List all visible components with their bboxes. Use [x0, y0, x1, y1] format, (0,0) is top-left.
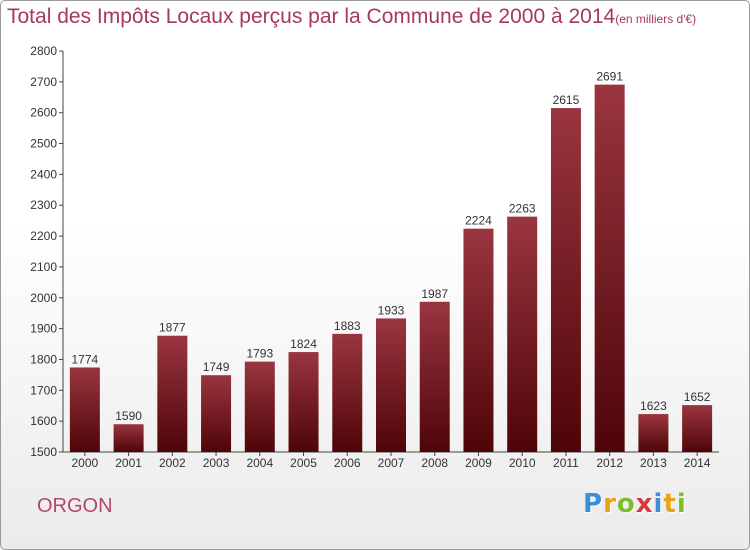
bar — [244, 361, 275, 452]
data-label: 1877 — [159, 321, 186, 335]
x-tick-label: 2005 — [290, 456, 317, 470]
y-tick-label: 1700 — [30, 383, 57, 397]
x-tick-label: 2002 — [159, 456, 186, 470]
proxiti-logo: Proxiti — [583, 489, 687, 519]
chart-subtitle: (en milliers d'€) — [615, 12, 697, 26]
bar — [507, 216, 538, 452]
x-tick-label: 2009 — [465, 456, 492, 470]
data-labels-group: 1774 1590 1877 1749 1793 1824 1883 1933 1987 2224… — [72, 70, 711, 424]
y-tick-label: 2300 — [30, 198, 57, 212]
bar — [463, 228, 494, 452]
chart-title: Total des Impôts Locaux perçus par la Co… — [7, 5, 696, 29]
bar — [376, 318, 406, 452]
y-tick-label: 2500 — [30, 137, 57, 151]
bar — [419, 301, 450, 452]
data-label: 1824 — [290, 337, 317, 351]
x-tick-label: 2000 — [72, 456, 99, 470]
x-tick-label: 2008 — [421, 456, 448, 470]
y-tick-label: 2000 — [30, 291, 57, 305]
y-tick-label: 2400 — [30, 167, 57, 181]
y-tick-label: 1900 — [30, 322, 57, 336]
y-tick-label: 2700 — [30, 75, 57, 89]
data-label: 1590 — [115, 409, 142, 423]
bar — [157, 335, 188, 452]
y-tick-label: 2200 — [30, 229, 57, 243]
logo-letter: r — [603, 489, 617, 519]
x-tick-label: 2007 — [378, 456, 405, 470]
logo-letter: i — [676, 489, 687, 519]
y-tick-label: 2600 — [30, 106, 57, 120]
chart-title-text: Total des Impôts Locaux perçus par la Co… — [7, 5, 616, 28]
y-tick-label: 1600 — [30, 414, 57, 428]
data-label: 1987 — [421, 287, 448, 301]
y-tick-label: 2800 — [30, 44, 57, 58]
x-tick-label: 2004 — [246, 456, 273, 470]
x-tick-label: 2001 — [115, 456, 142, 470]
data-label: 1749 — [203, 360, 230, 374]
x-tick-label: 2011 — [553, 456, 579, 470]
x-tick-label: 2006 — [334, 456, 361, 470]
bar — [332, 333, 363, 452]
data-label: 1652 — [684, 390, 711, 404]
y-tick-label: 1500 — [30, 445, 57, 459]
bar — [69, 367, 100, 452]
x-tick-label: 2013 — [640, 456, 667, 470]
bar — [638, 414, 669, 452]
bar — [682, 405, 713, 452]
data-label: 1933 — [378, 303, 405, 317]
data-label: 1623 — [640, 399, 667, 413]
commune-name: ORGON — [37, 495, 113, 517]
bars-group — [69, 84, 713, 453]
data-label: 2224 — [465, 214, 492, 228]
logo-letter: P — [583, 489, 604, 519]
bar — [113, 424, 144, 452]
bar — [288, 352, 319, 452]
data-label: 2615 — [553, 93, 580, 107]
data-label: 2691 — [596, 70, 623, 84]
logo-letter: t — [663, 489, 677, 519]
data-label: 2263 — [509, 202, 536, 216]
bar — [201, 375, 232, 452]
data-label: 1883 — [334, 319, 361, 333]
x-tick-label: 2010 — [509, 456, 536, 470]
bar — [550, 108, 581, 453]
logo-letter: o — [616, 489, 636, 519]
x-tick-label: 2012 — [596, 456, 623, 470]
bar — [594, 84, 625, 452]
x-tick-label: 2003 — [203, 456, 230, 470]
data-label: 1793 — [246, 347, 273, 361]
logo-letter: x — [635, 489, 654, 519]
y-tick-label: 2100 — [30, 260, 57, 274]
data-label: 1774 — [72, 352, 99, 366]
x-tick-label: 2014 — [684, 456, 711, 470]
y-tick-label: 1800 — [30, 352, 57, 366]
logo-letter: i — [653, 489, 664, 519]
